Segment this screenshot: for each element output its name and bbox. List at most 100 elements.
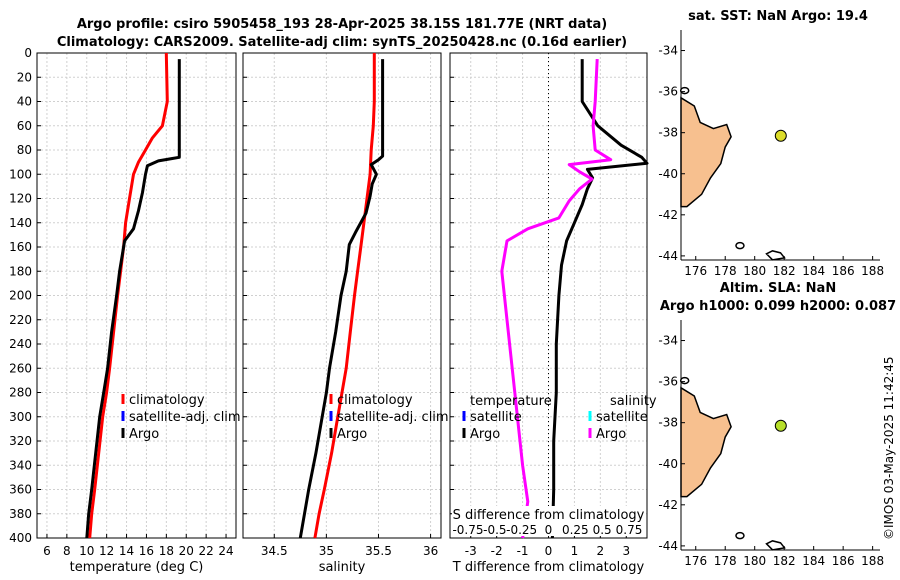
x-axis-label: salinity — [319, 560, 366, 575]
land-north-island — [680, 96, 732, 208]
land-north-island — [680, 386, 732, 498]
x-tick-label: 34.5 — [261, 544, 288, 558]
x-tick-label: 35.5 — [365, 544, 392, 558]
map-title: Altim. SLA: NaN — [720, 281, 836, 296]
map-x-tick-label: 188 — [861, 264, 884, 278]
x-tick-label: 20 — [179, 544, 194, 558]
series-line-t-argo — [550, 59, 649, 539]
chatham-islands — [765, 250, 786, 261]
title-line-1: Argo profile: csiro 5905458_193 28-Apr-2… — [77, 17, 607, 32]
y-tick-label: 80 — [17, 143, 32, 157]
x-tick-label: 35 — [319, 544, 334, 558]
y-tick-label: 60 — [17, 119, 32, 133]
secondary-tick-label: 0.75 — [616, 523, 643, 537]
x-tick-label: 1 — [571, 544, 579, 558]
secondary-tick-label: 0.25 — [562, 523, 589, 537]
secondary-tick-label: 0.5 — [593, 523, 612, 537]
x-tick-label: 12 — [99, 544, 114, 558]
map-x-tick-label: 188 — [861, 554, 884, 568]
argo-position-marker — [774, 129, 787, 142]
legend-label: climatology — [337, 393, 413, 408]
legend-label: Argo — [470, 427, 500, 442]
x-tick-label: 2 — [597, 544, 605, 558]
map-y-tick-label: -40 — [658, 167, 678, 181]
map-y-tick-label: -34 — [658, 334, 678, 348]
x-tick-label: 10 — [79, 544, 94, 558]
x-axis-label: temperature (deg C) — [70, 560, 204, 575]
map-x-tick-label: 184 — [802, 264, 825, 278]
map-x-tick-label: 186 — [832, 554, 855, 568]
map-x-tick-label: 176 — [684, 264, 707, 278]
y-tick-label: 40 — [17, 95, 32, 109]
y-tick-label: 100 — [9, 167, 32, 181]
map-y-tick-label: -38 — [658, 126, 678, 140]
x-tick-label: 0 — [545, 544, 553, 558]
chatham-islands — [765, 540, 786, 551]
legend-label: Argo — [129, 427, 159, 442]
y-tick-label: 220 — [9, 313, 32, 327]
secondary-axis-label: S difference from climatology — [453, 508, 645, 523]
panel-difference: -3 -2 -1 0 1 2 3 T difference from climatology t… — [449, 52, 657, 575]
y-tick-label: 200 — [9, 289, 32, 303]
argo-position-marker — [774, 419, 787, 432]
map-x-tick-label: 186 — [832, 264, 855, 278]
legend-label: satellite-adj. clim — [337, 410, 449, 425]
x-tick-label: 6 — [43, 544, 51, 558]
map-x-tick-label: 184 — [802, 554, 825, 568]
y-tick-label: 340 — [9, 458, 32, 472]
map-y-tick-label: -38 — [658, 416, 678, 430]
x-tick-label: 18 — [159, 544, 174, 558]
top-axis-backing — [452, 506, 645, 536]
legend-label: satellite — [596, 410, 648, 425]
map-panels: sat. SST: NaN Argo: 19.4 -34 -36 -38 -40 -42 -… — [658, 9, 896, 568]
y-tick-label: 280 — [9, 386, 32, 400]
x-tick-label: 36 — [423, 544, 438, 558]
series-line-s-argo — [500, 59, 613, 539]
x-tick-label: -3 — [465, 544, 477, 558]
y-tick-label: 120 — [9, 192, 32, 206]
map-title: Argo h1000: 0.099 h2000: 0.087 — [660, 299, 896, 314]
x-tick-label: 16 — [139, 544, 154, 558]
map-x-tick-label: 178 — [714, 554, 737, 568]
timestamp-stamp: ©IMOS 03-May-2025 11:42:45 — [882, 356, 896, 540]
panel-temperature: 6 8 10 12 14 16 18 20 22 24 temperature (deg C) 0 20… — [9, 46, 241, 575]
map-x-tick-label: 180 — [743, 264, 766, 278]
map-title: sat. SST: NaN Argo: 19.4 — [688, 9, 868, 24]
island — [735, 241, 745, 250]
legend-label: Argo — [596, 427, 626, 442]
y-tick-label: 20 — [17, 70, 32, 84]
y-tick-label: 0 — [24, 46, 32, 60]
map-y-tick-label: -44 — [658, 539, 678, 553]
island — [735, 531, 745, 540]
title-line-2: Climatology: CARS2009. Satellite-adj cli… — [57, 35, 627, 50]
secondary-tick-label: -0.25 — [506, 523, 537, 537]
secondary-tick-label: 0 — [545, 523, 553, 537]
x-tick-label: 14 — [119, 544, 134, 558]
legend-label: Argo — [337, 427, 367, 442]
y-tick-label: 180 — [9, 264, 32, 278]
series-line-argo — [298, 59, 385, 539]
map-panel: sat. SST: NaN Argo: 19.4 -34 -36 -38 -40 -42 -… — [658, 9, 884, 278]
island — [679, 86, 690, 95]
map-x-tick-label: 182 — [773, 264, 796, 278]
y-tick-label: 300 — [9, 410, 32, 424]
map-y-tick-label: -36 — [658, 85, 678, 99]
y-tick-label: 360 — [9, 483, 32, 497]
map-y-tick-label: -34 — [658, 44, 678, 58]
legend-label: satellite-adj. clim — [129, 410, 241, 425]
panel-salinity: 34.5 35 35.5 36 salinity climatology satellite… — [242, 52, 449, 575]
y-tick-label: 400 — [9, 531, 32, 545]
legend-title: temperature — [470, 394, 552, 409]
y-tick-label: 140 — [9, 216, 32, 230]
map-x-tick-label: 180 — [743, 554, 766, 568]
x-tick-label: 22 — [199, 544, 214, 558]
x-tick-label: 8 — [63, 544, 71, 558]
series-line-argo — [85, 59, 181, 539]
map-x-tick-label: 178 — [714, 264, 737, 278]
map-panel: Altim. SLA: NaN Argo h1000: 0.099 h2000: … — [658, 281, 896, 568]
y-tick-label: 260 — [9, 361, 32, 375]
x-tick-label: -1 — [517, 544, 529, 558]
x-tick-label: 3 — [622, 544, 630, 558]
